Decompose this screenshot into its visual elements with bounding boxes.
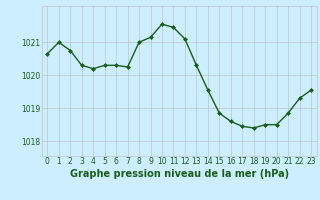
X-axis label: Graphe pression niveau de la mer (hPa): Graphe pression niveau de la mer (hPa) [70,169,289,179]
